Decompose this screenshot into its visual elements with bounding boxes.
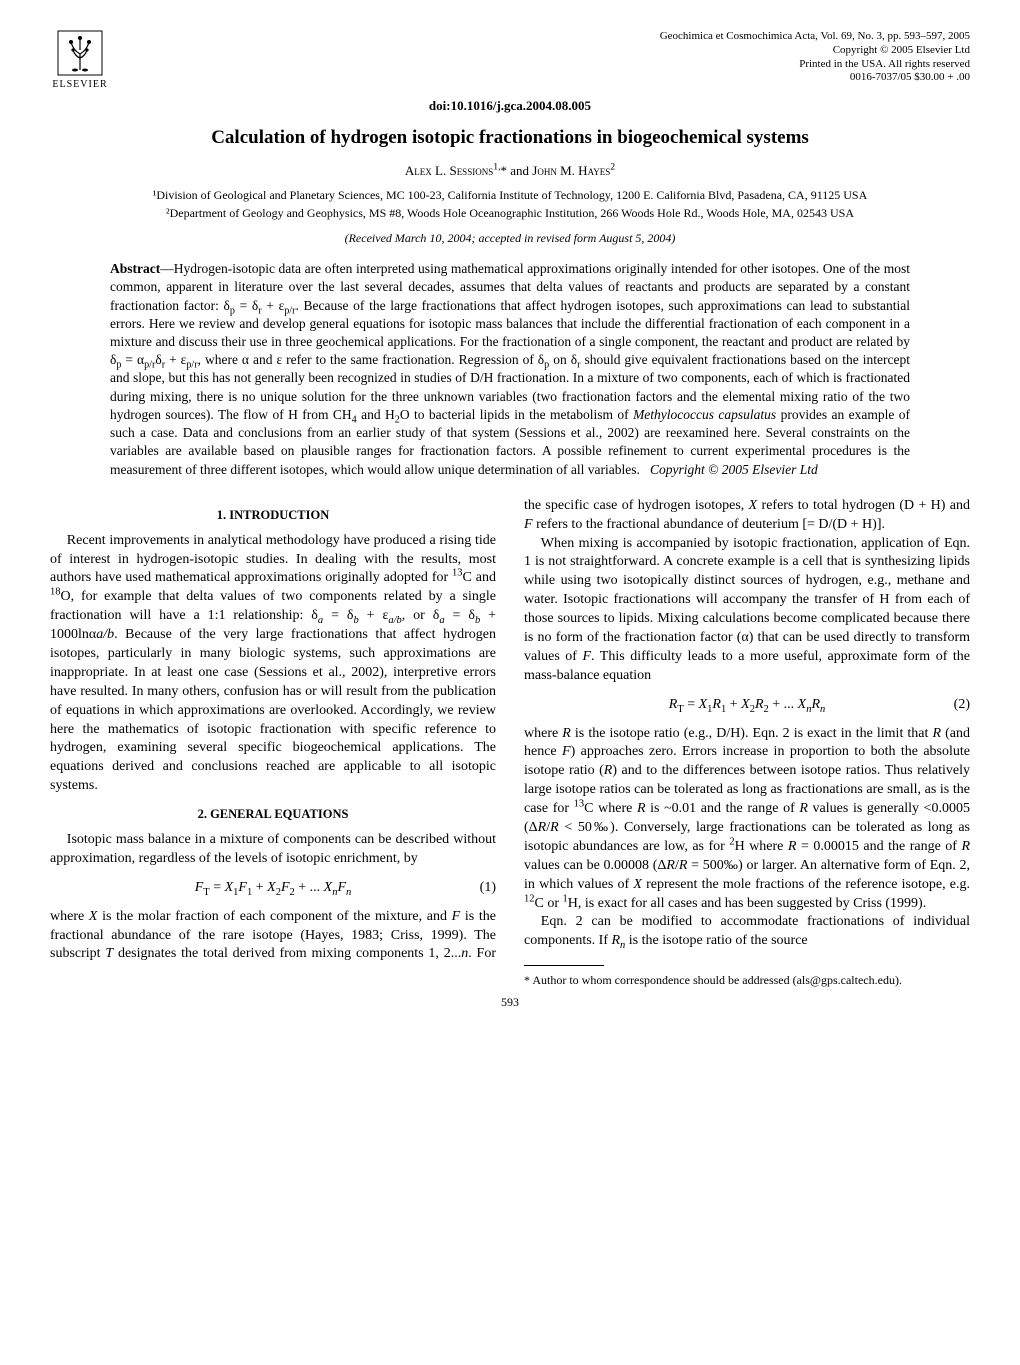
section-1-p1: Recent improvements in analytical method…: [50, 532, 496, 796]
elsevier-tree-icon: [57, 30, 103, 76]
meta-copyright: Copyright © 2005 Elsevier Ltd: [50, 44, 970, 58]
abstract-text: —Hydrogen-isotopic data are often interp…: [110, 261, 910, 476]
section-2-heading: 2. GENERAL EQUATIONS: [50, 806, 496, 823]
equation-1-number: (1): [480, 879, 496, 898]
meta-citation: Geochimica et Cosmochimica Acta, Vol. 69…: [50, 30, 970, 44]
equation-1-body: FT = X1F1 + X2F2 + ... XnFn: [195, 879, 352, 898]
equation-2-number: (2): [954, 696, 970, 715]
publisher-name: ELSEVIER: [50, 78, 110, 92]
corresponding-author-footnote: * Author to whom correspondence should b…: [524, 972, 970, 988]
equation-2: RT = X1R1 + X2R2 + ... XnRn (2): [524, 696, 970, 715]
publisher-logo: ELSEVIER: [50, 30, 110, 92]
equation-2-body: RT = X1R1 + X2R2 + ... XnRn: [669, 696, 826, 715]
abstract-label: Abstract: [110, 261, 160, 276]
header: ELSEVIER Geochimica et Cosmochimica Acta…: [50, 30, 970, 85]
footnote-rule: [524, 965, 604, 966]
section-2-p5: Eqn. 2 can be modified to accommodate fr…: [524, 913, 970, 951]
article-title: Calculation of hydrogen isotopic fractio…: [50, 125, 970, 151]
doi: doi:10.1016/j.gca.2004.08.005: [50, 97, 970, 115]
article-dates: (Received March 10, 2004; accepted in re…: [50, 230, 970, 246]
section-2-p3: When mixing is accompanied by isotopic f…: [524, 535, 970, 686]
abstract-copyright: Copyright © 2005 Elsevier Ltd: [650, 462, 818, 477]
authors: Alex L. Sessions1,* and John M. Hayes2: [50, 162, 970, 180]
page-number: 593: [50, 994, 970, 1010]
section-2-p1: Isotopic mass balance in a mixture of co…: [50, 831, 496, 869]
affiliation-1: ¹Division of Geological and Planetary Sc…: [50, 188, 970, 204]
abstract: Abstract—Hydrogen-isotopic data are ofte…: [110, 260, 910, 479]
section-2-p4: where R is the isotope ratio (e.g., D/H)…: [524, 725, 970, 914]
affiliation-2: ²Department of Geology and Geophysics, M…: [50, 206, 970, 222]
body-columns: 1. INTRODUCTION Recent improvements in a…: [50, 497, 970, 989]
meta-issn-price: 0016-7037/05 $30.00 + .00: [50, 71, 970, 85]
meta-printed: Printed in the USA. All rights reserved: [50, 58, 970, 72]
equation-1: FT = X1F1 + X2F2 + ... XnFn (1): [50, 879, 496, 898]
journal-meta: Geochimica et Cosmochimica Acta, Vol. 69…: [50, 30, 970, 85]
section-1-heading: 1. INTRODUCTION: [50, 507, 496, 524]
